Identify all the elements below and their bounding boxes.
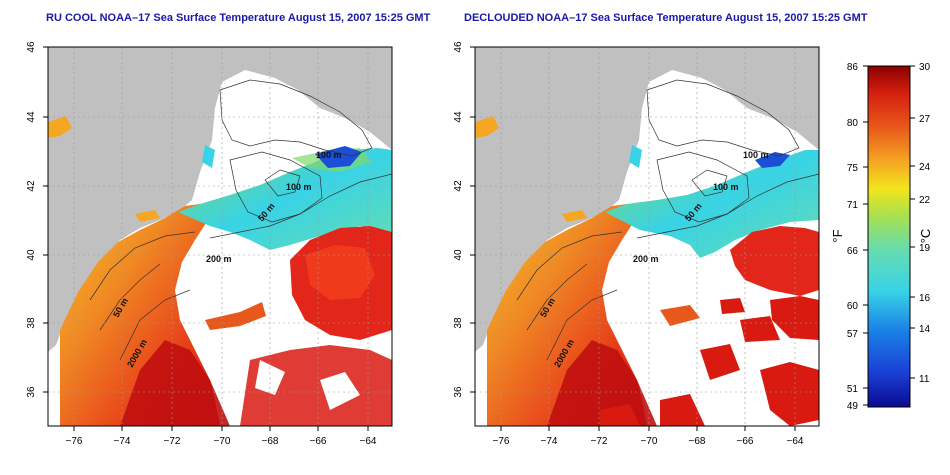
y-tick-label: 36 <box>26 386 37 398</box>
x-tick-label: −64 <box>787 436 804 447</box>
y-tick-label: 46 <box>453 41 464 53</box>
x-tick-label: −76 <box>66 436 83 447</box>
left-axis-ticks <box>43 46 369 431</box>
y-tick-label: 42 <box>453 180 464 192</box>
x-tick-label: −70 <box>214 436 231 447</box>
y-tick-label: 38 <box>453 317 464 329</box>
x-tick-label: −74 <box>114 436 131 447</box>
y-tick-label: 46 <box>26 41 37 53</box>
land-mass <box>48 47 392 352</box>
celsius-tick-labels: 30 27 24 22 19 16 14 11 <box>919 62 931 385</box>
f-tick-label: 71 <box>847 200 859 211</box>
x-tick-label: −66 <box>310 436 327 447</box>
y-tick-label: 38 <box>26 317 37 329</box>
left-map-image: 100 m 100 m 50 m 200 m 50 m 2000 m <box>48 47 392 426</box>
f-tick-label: 57 <box>847 329 859 340</box>
y-tick-label: 40 <box>26 249 37 261</box>
f-tick-label: 80 <box>847 118 859 129</box>
right-map-frame <box>474 46 820 427</box>
f-tick-label: 66 <box>847 246 859 257</box>
colorbar: 86 80 75 71 66 60 57 51 49 30 27 24 22 1… <box>830 62 933 412</box>
c-tick-label: 16 <box>919 293 931 304</box>
contour-label: 100 m <box>286 182 312 192</box>
contour-label: 100 m <box>743 150 769 160</box>
graticule <box>48 47 392 426</box>
right-map-title: DECLOUDED NOAA–17 Sea Surface Temperatur… <box>464 12 868 24</box>
contour-label: 100 m <box>713 182 739 192</box>
x-tick-label: −68 <box>689 436 706 447</box>
c-tick-label: 22 <box>919 195 931 206</box>
contour-label: 200 m <box>633 254 659 264</box>
x-tick-label: −76 <box>493 436 510 447</box>
graticule <box>475 47 819 426</box>
left-map-frame <box>47 46 393 427</box>
y-tick-label: 44 <box>26 111 37 123</box>
c-tick-label: 14 <box>919 324 931 335</box>
x-tick-label: −64 <box>360 436 377 447</box>
y-tick-label: 40 <box>453 249 464 261</box>
y-tick-label: 42 <box>26 180 37 192</box>
y-tick-label: 44 <box>453 111 464 123</box>
bathymetry-contours <box>89 79 392 361</box>
left-map-title: RU COOL NOAA–17 Sea Surface Temperature … <box>46 12 431 24</box>
colorbar-gradient <box>867 65 911 408</box>
right-x-tick-labels: −76 −74 −72 −70 −68 −66 −64 <box>493 436 804 447</box>
f-tick-label: 75 <box>847 163 859 174</box>
c-tick-label: 11 <box>919 374 930 385</box>
x-tick-label: −72 <box>591 436 608 447</box>
land-mass <box>475 47 819 352</box>
c-tick-label: 27 <box>919 114 931 125</box>
left-y-tick-labels: 46 44 42 40 38 36 <box>26 41 37 398</box>
c-tick-label: 24 <box>919 162 931 173</box>
right-y-tick-labels: 46 44 42 40 38 36 <box>453 41 464 398</box>
right-axis-ticks <box>470 46 796 431</box>
left-x-tick-labels: −76 −74 −72 −70 −68 −66 −64 <box>66 436 377 447</box>
f-tick-label: 60 <box>847 301 859 312</box>
bathymetry-contours <box>516 79 819 361</box>
x-tick-label: −74 <box>541 436 558 447</box>
x-tick-label: −72 <box>164 436 181 447</box>
fahrenheit-axis-label: °F <box>830 229 845 242</box>
contour-label: 200 m <box>206 254 232 264</box>
x-tick-label: −68 <box>262 436 279 447</box>
celsius-axis-label: °C <box>918 229 933 244</box>
c-tick-label: 30 <box>919 62 931 73</box>
colorbar-ticks <box>863 65 915 406</box>
fahrenheit-tick-labels: 86 80 75 71 66 60 57 51 49 <box>847 62 859 412</box>
contour-label: 100 m <box>316 150 342 160</box>
right-map-image: 100 m 100 m 50 m 200 m 50 m 2000 m <box>475 47 819 426</box>
y-tick-label: 36 <box>453 386 464 398</box>
f-tick-label: 86 <box>847 62 859 73</box>
f-tick-label: 51 <box>847 384 859 395</box>
x-tick-label: −66 <box>737 436 754 447</box>
x-tick-label: −70 <box>641 436 658 447</box>
f-tick-label: 49 <box>847 401 859 412</box>
right-map-panel: 100 m 100 m 50 m 200 m 50 m 2000 m −76 −… <box>453 41 820 447</box>
left-map-panel: 100 m 100 m 50 m 200 m 50 m 2000 m −76 −… <box>26 41 393 447</box>
c-tick-label: 19 <box>919 243 931 254</box>
